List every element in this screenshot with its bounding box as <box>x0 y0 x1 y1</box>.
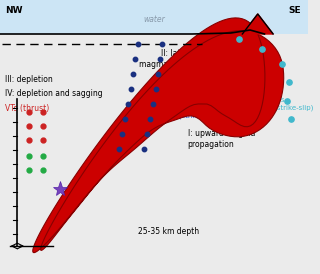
Text: I: upward magma
propagation: I: upward magma propagation <box>188 129 255 149</box>
Text: VTs (strike-slip): VTs (strike-slip) <box>165 113 219 119</box>
Text: IV: depletion and sagging: IV: depletion and sagging <box>5 90 102 98</box>
Text: II: lateral
magma propagation: II: lateral magma propagation <box>139 49 217 69</box>
Text: VLPs: VLPs <box>71 184 89 193</box>
Text: VTs (thrust): VTs (thrust) <box>5 104 49 113</box>
Text: 25-35 km depth: 25-35 km depth <box>138 227 199 236</box>
Polygon shape <box>33 18 284 253</box>
Bar <box>0 0 308 34</box>
Text: water: water <box>143 15 165 24</box>
Text: SE: SE <box>288 6 301 15</box>
Text: NW: NW <box>5 6 22 15</box>
Text: VTs
(strike-slip): VTs (strike-slip) <box>274 97 314 111</box>
Polygon shape <box>242 14 273 34</box>
Text: III: depletion: III: depletion <box>5 75 52 84</box>
